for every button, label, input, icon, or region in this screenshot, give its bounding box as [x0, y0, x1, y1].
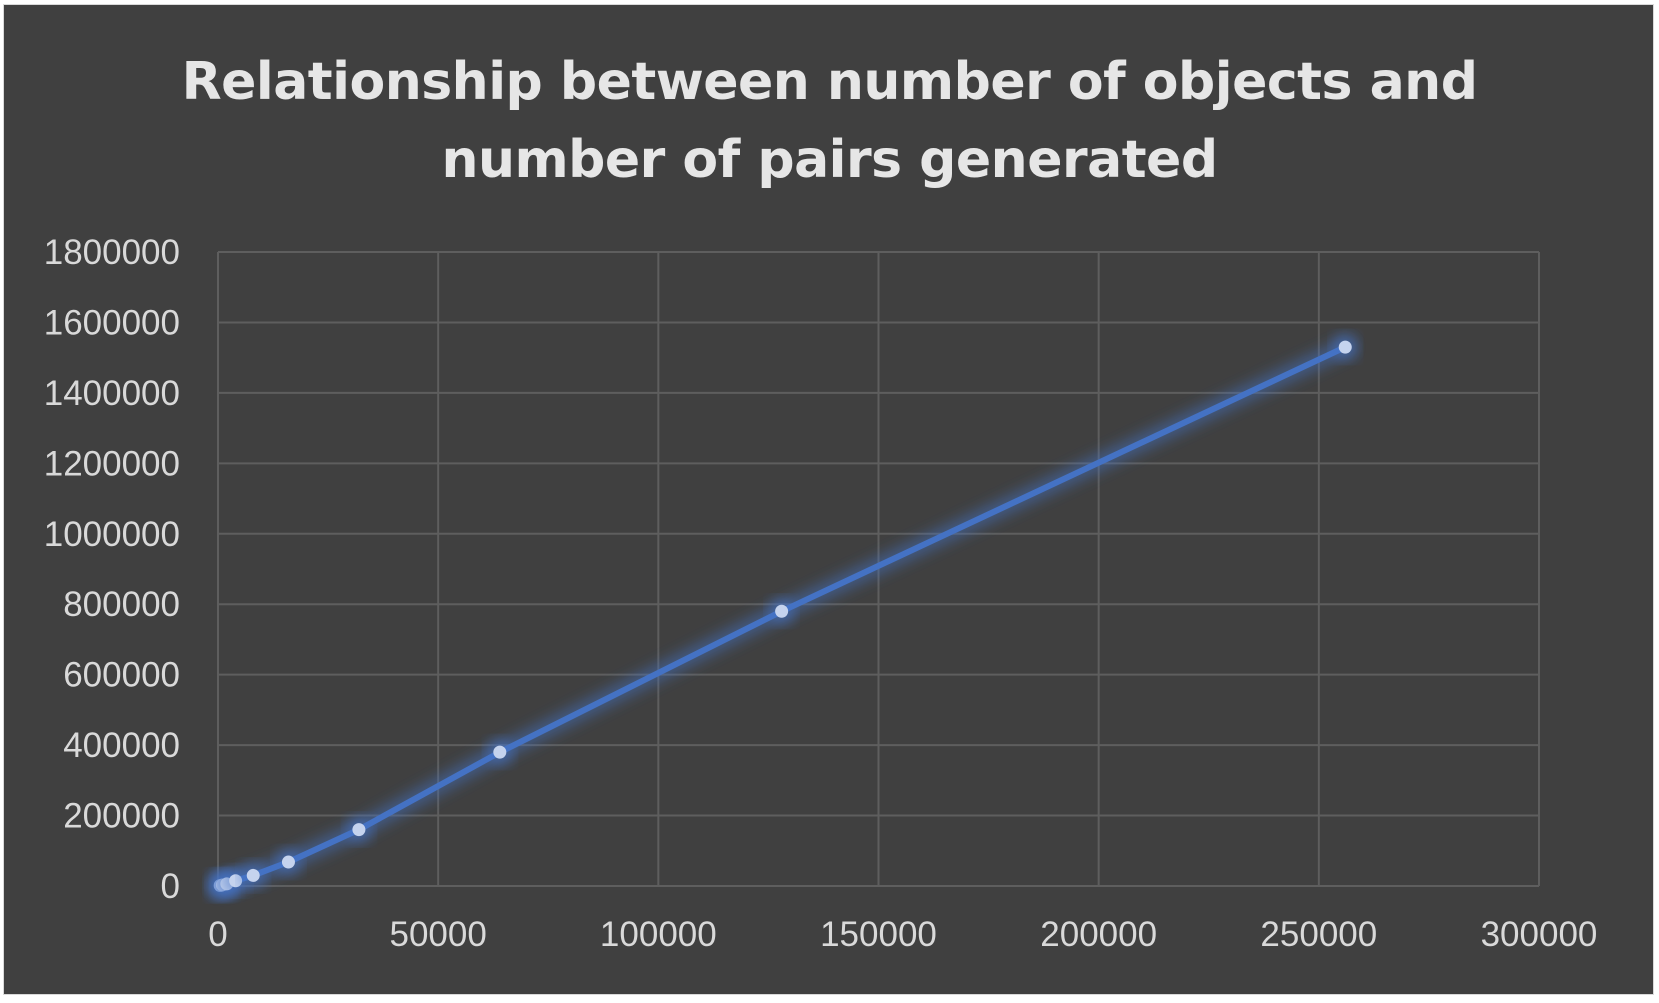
y-tick-label: 0 [161, 867, 180, 906]
x-tick-label: 50000 [390, 915, 487, 954]
data-point [229, 874, 243, 888]
x-tick-label: 200000 [1040, 915, 1157, 954]
y-tick-label: 200000 [63, 797, 180, 836]
y-tick-label: 1800000 [44, 233, 180, 272]
y-tick-label: 1400000 [44, 374, 180, 413]
x-tick-label: 150000 [820, 915, 937, 954]
chart-title-line-1: Relationship between number of objects a… [181, 52, 1478, 112]
y-tick-label: 800000 [63, 585, 180, 624]
data-point [493, 745, 507, 759]
series [207, 334, 1359, 899]
data-point [352, 823, 366, 837]
chart-title: Relationship between number of objects a… [4, 43, 1655, 199]
gridlines [217, 251, 1540, 887]
data-point [775, 604, 789, 618]
y-tick-label: 1000000 [44, 515, 180, 554]
x-tick-label: 0 [208, 915, 227, 954]
chart-title-line-2: number of pairs generated [441, 130, 1218, 190]
chart-frame: Relationship between number of objects a… [3, 4, 1654, 995]
plot-area: 0 50000 100000 150000 200000 250000 300000 0 20… [44, 233, 1598, 954]
data-point [1338, 340, 1352, 354]
y-tick-label: 1600000 [44, 303, 180, 342]
x-axis-ticks: 0 50000 100000 150000 200000 250000 300000 [208, 915, 1597, 954]
data-point [246, 868, 260, 882]
x-tick-label: 100000 [600, 915, 717, 954]
x-tick-label: 300000 [1481, 915, 1598, 954]
x-tick-label: 250000 [1260, 915, 1377, 954]
y-tick-label: 400000 [63, 726, 180, 765]
y-axis-ticks: 0 200000 400000 600000 800000 1000000 1200000 1… [44, 233, 180, 906]
y-tick-label: 600000 [63, 656, 180, 695]
data-point [281, 855, 295, 869]
y-tick-label: 1200000 [44, 444, 180, 483]
